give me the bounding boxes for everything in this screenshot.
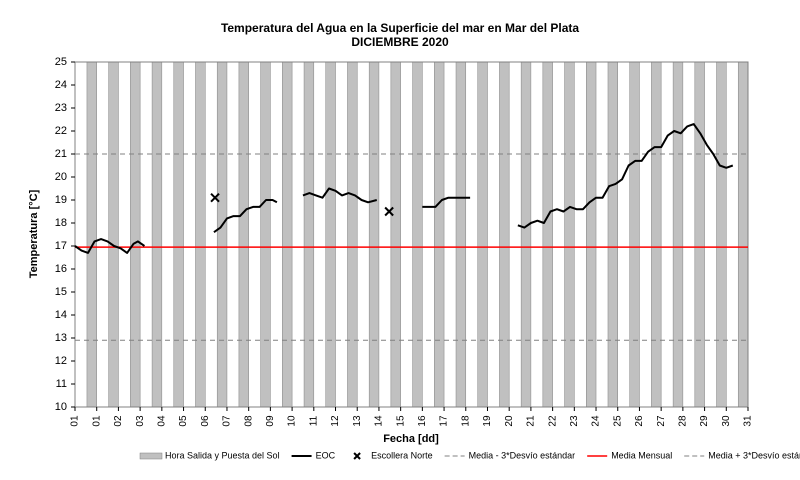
x-tick-label: 21	[526, 415, 537, 427]
daylight-bar	[151, 61, 163, 408]
x-tick-label: 17	[439, 415, 450, 427]
y-tick-label: 17	[55, 240, 67, 252]
daylight-bar	[108, 61, 119, 408]
y-axis-label: Temperatura [°C]	[28, 189, 40, 278]
y-tick-label: 19	[55, 194, 67, 206]
x-tick-label: 26	[634, 415, 645, 427]
x-tick-label: 06	[200, 415, 211, 427]
legend-swatch	[139, 452, 163, 460]
x-axis-label: Fecha [dd]	[383, 433, 439, 445]
y-tick-label: 22	[55, 125, 67, 137]
daylight-bar	[651, 61, 662, 408]
x-tick-label: 20	[504, 415, 515, 427]
marker	[210, 192, 220, 203]
daylight-bar	[195, 61, 206, 408]
legend-label: Escollera Norte	[371, 450, 433, 460]
daylight-bar	[282, 61, 293, 408]
x-tick-label: 31	[743, 415, 754, 427]
y-tick-label: 20	[55, 171, 67, 183]
y-tick-label: 21	[55, 148, 67, 160]
x-tick-label: 28	[678, 415, 689, 427]
daylight-bar	[455, 61, 467, 408]
daylight-bar	[737, 61, 749, 408]
y-tick-label: 24	[55, 79, 67, 91]
x-tick-label: 09	[265, 415, 276, 427]
x-tick-label: 01	[70, 415, 81, 427]
chart-title: Temperatura del Agua en la Superficie de…	[221, 21, 579, 35]
daylight-bar	[86, 61, 97, 408]
daylight-bar	[412, 61, 423, 408]
x-tick-label: 30	[721, 415, 732, 427]
daylight-bar	[477, 61, 488, 408]
x-tick-label: 12	[330, 415, 341, 427]
x-tick-label: 13	[352, 415, 363, 427]
x-tick-label: 04	[156, 415, 167, 427]
x-tick-label: 18	[460, 415, 471, 427]
x-tick-label: 19	[482, 415, 493, 427]
x-tick-label: 03	[135, 415, 146, 427]
x-tick-label: 02	[113, 415, 124, 427]
daylight-bar	[542, 61, 553, 408]
x-tick-label: 05	[178, 415, 189, 427]
daylight-bar	[368, 61, 380, 408]
x-tick-label: 15	[395, 415, 406, 427]
daylight-bar	[434, 61, 445, 408]
data-line	[74, 123, 734, 254]
legend-label: Media Mensual	[611, 450, 672, 460]
y-tick-label: 13	[55, 332, 67, 344]
daylight-bar	[629, 61, 640, 408]
daylight-bar	[564, 61, 575, 408]
chart-subtitle: DICIEMBRE 2020	[351, 35, 449, 49]
daylight-bar	[173, 61, 184, 408]
x-tick-label: 16	[417, 415, 428, 427]
x-tick-label: 14	[374, 415, 385, 427]
daylight-bar	[607, 61, 618, 408]
daylight-bar	[238, 61, 249, 408]
daylight-bar	[347, 61, 358, 408]
daylight-bar	[586, 61, 597, 408]
x-tick-label: 11	[308, 415, 319, 426]
plot-frame	[74, 61, 749, 408]
legend-label: Media - 3*Desvío estándar	[469, 450, 576, 460]
daylight-bar	[716, 61, 727, 408]
marker	[384, 206, 394, 217]
daylight-bar	[390, 61, 401, 408]
y-tick-label: 18	[55, 217, 67, 229]
legend-label: Media + 3*Desvío estándar	[708, 450, 800, 460]
legend-label: Hora Salida y Puesta del Sol	[165, 450, 280, 460]
daylight-bar	[325, 61, 336, 408]
x-tick-label: 07	[222, 415, 233, 427]
x-tick-label: 10	[287, 415, 298, 427]
legend-label: EOC	[316, 450, 336, 460]
y-tick-label: 12	[55, 355, 67, 367]
x-tick-label: 27	[656, 415, 667, 427]
y-tick-label: 11	[56, 378, 67, 390]
x-tick-label: 22	[547, 415, 558, 427]
daylight-bar	[130, 61, 141, 408]
y-tick-label: 10	[55, 401, 67, 413]
daylight-bar	[672, 61, 684, 408]
x-tick-label: 23	[569, 415, 580, 427]
daylight-bar	[216, 61, 228, 408]
x-tick-label: 25	[612, 415, 623, 427]
daylight-bar	[260, 61, 271, 408]
x-tick-label: 01	[91, 415, 102, 427]
x-tick-label: 24	[591, 415, 602, 427]
y-tick-label: 23	[55, 102, 67, 114]
y-tick-label: 14	[55, 309, 67, 321]
y-tick-label: 25	[55, 56, 67, 68]
daylight-bar	[694, 61, 705, 408]
daylight-bar	[499, 61, 510, 408]
legend-swatch	[353, 452, 361, 460]
daylight-bar	[303, 61, 315, 408]
daylight-bar	[520, 61, 532, 408]
x-tick-label: 29	[699, 415, 710, 427]
y-tick-label: 16	[55, 263, 67, 275]
x-tick-label: 08	[243, 415, 254, 427]
y-tick-label: 15	[55, 286, 67, 298]
